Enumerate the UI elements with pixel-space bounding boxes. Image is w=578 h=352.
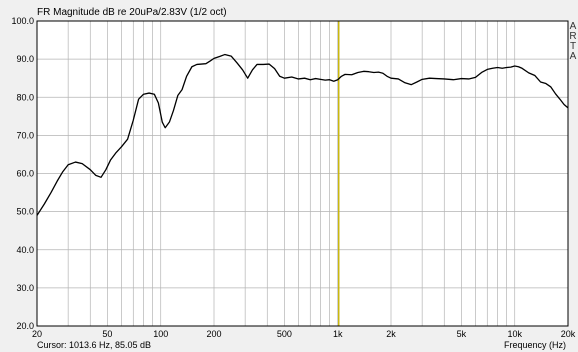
x-tick-label: 1k [333,329,343,339]
trace [36,53,569,216]
watermark-letter: A [570,51,577,62]
y-tick-label: 70.0 [16,130,34,140]
x-tick-label: 5k [457,329,467,339]
x-tick-label: 500 [277,329,292,339]
x-tick-label: 200 [206,329,221,339]
y-tick-label: 100.0 [11,16,34,26]
y-tick-label: 50.0 [16,207,34,217]
x-tick-label: 2k [386,329,396,339]
y-tick-label: 30.0 [16,283,34,293]
y-tick-label: 90.0 [16,54,34,64]
y-tick-label: 60.0 [16,169,34,179]
cursor-readout: Cursor: 1013.6 Hz, 85.05 dB [37,340,151,350]
grid [37,21,568,326]
plot-frame [36,20,569,327]
chart-title: FR Magnitude dB re 20uPa/2.83V (1/2 oct) [37,7,227,18]
watermark-letter: T [570,41,576,52]
y-tick-label: 20.0 [16,321,34,331]
x-tick-label: 50 [102,329,112,339]
response-curve [36,53,569,216]
watermark-letter: A [570,21,577,32]
x-tick-label: 20k [561,329,576,339]
y-tick-label: 40.0 [16,245,34,255]
y-tick-label: 80.0 [16,92,34,102]
x-axis-label: Frequency (Hz) [504,340,566,350]
x-tick-label: 10k [507,329,522,339]
x-axis: 20 50 100 200 500 1k 2k 5k 10k 20k [32,329,576,339]
watermark-letter: R [569,31,576,42]
y-axis: 20.0 30.0 40.0 50.0 60.0 70.0 80.0 90.0 100.0 [11,16,34,331]
x-tick-label: 20 [32,329,42,339]
x-tick-label: 100 [153,329,168,339]
